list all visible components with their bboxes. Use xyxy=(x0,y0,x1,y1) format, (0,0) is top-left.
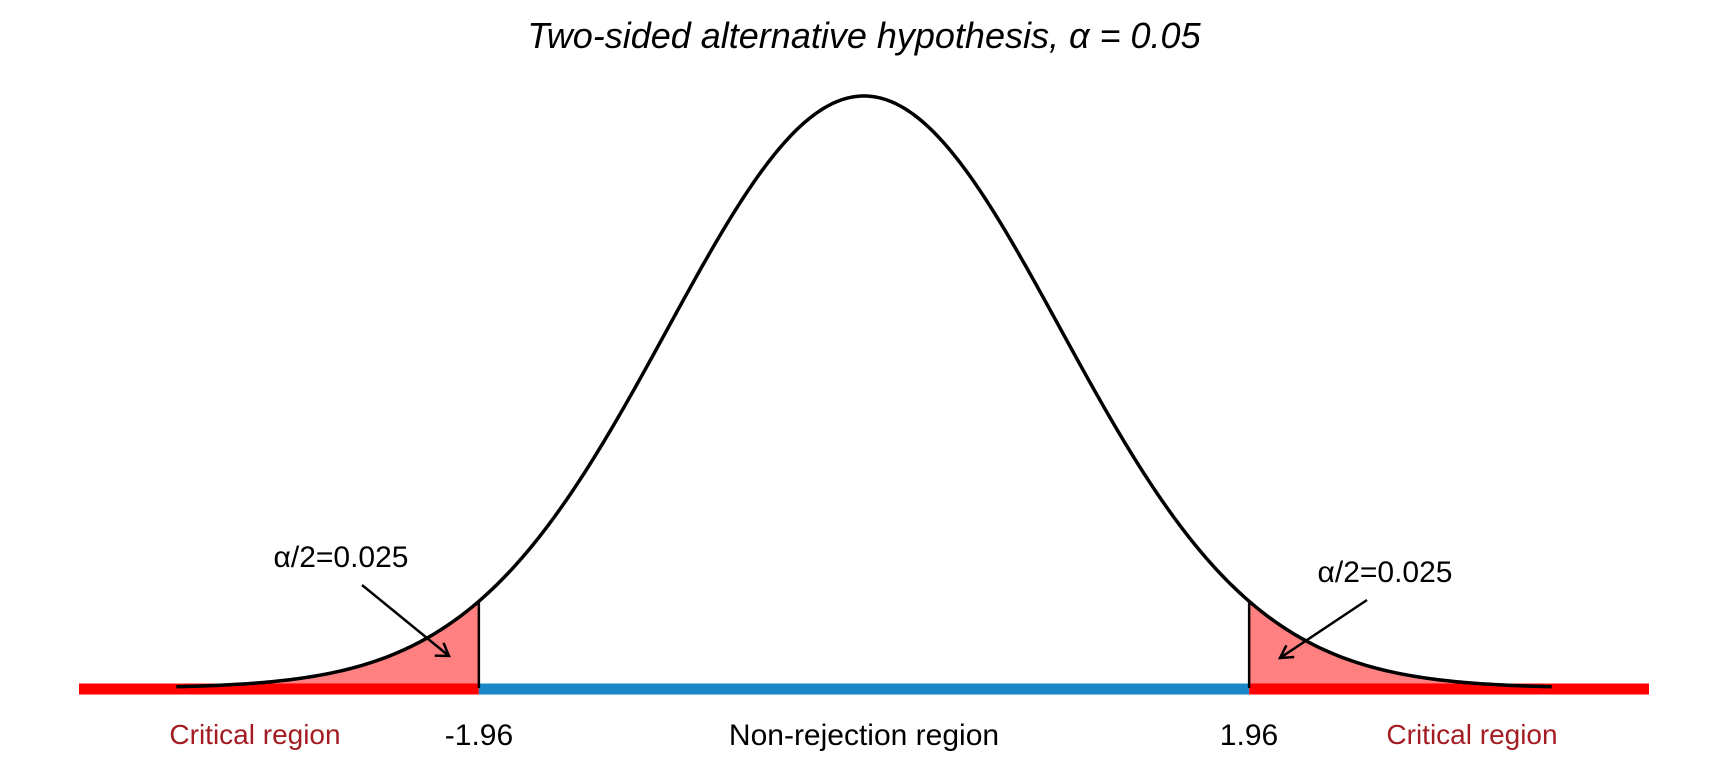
critical-region-label-right: Critical region xyxy=(1386,719,1557,750)
left-tail-annotation: α/2=0.025 xyxy=(274,541,409,574)
critical-value-label-right: 1.96 xyxy=(1220,719,1278,752)
left-tail-area xyxy=(176,601,479,688)
non-rejection-region-label: Non-rejection region xyxy=(729,719,999,752)
arrowhead-right xyxy=(1277,644,1295,660)
critical-region-label-left: Critical region xyxy=(169,719,340,750)
arrow-left-tail xyxy=(361,584,450,657)
chart-title: Two-sided alternative hypothesis, α = 0.… xyxy=(527,15,1201,56)
right-tail-annotation: α/2=0.025 xyxy=(1318,556,1453,589)
arrowhead-left xyxy=(434,642,451,658)
normal-density-curve xyxy=(176,94,1552,689)
arrow-right-tail xyxy=(1279,598,1368,660)
critical-value-label-left: -1.96 xyxy=(445,719,513,752)
right-tail-area xyxy=(1249,601,1552,688)
